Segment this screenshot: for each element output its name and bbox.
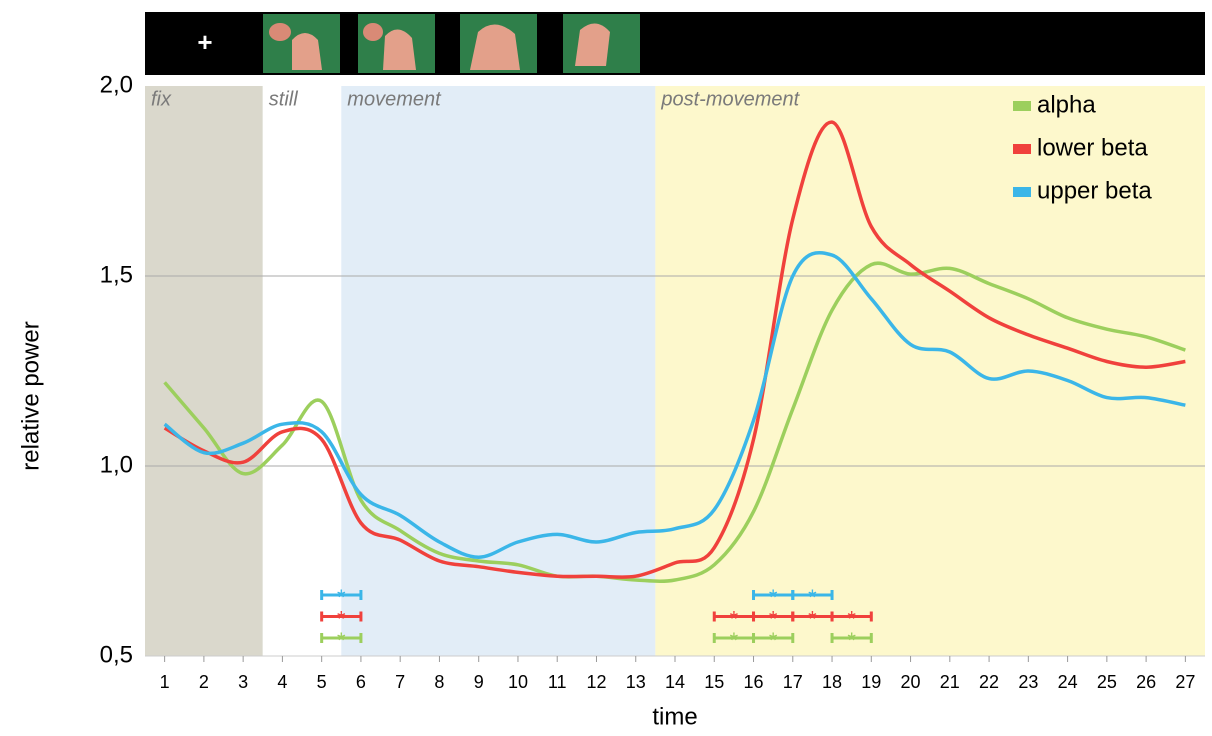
series-line	[163, 251, 1186, 559]
legend-swatch	[1013, 144, 1031, 154]
y-tick-label: 2,0	[100, 71, 133, 98]
x-tick-label: 25	[1097, 672, 1117, 692]
region-label: post-movement	[660, 88, 800, 110]
significance-star: *	[769, 585, 778, 610]
x-tick-label: 6	[356, 672, 366, 692]
significance-star: *	[730, 606, 739, 631]
x-tick-label: 5	[317, 672, 327, 692]
significance-star: *	[769, 628, 778, 653]
region	[655, 86, 1205, 656]
significance-star: *	[808, 585, 817, 610]
series-line	[163, 261, 1186, 584]
significance-star: *	[847, 606, 856, 631]
x-tick-label: 10	[508, 672, 528, 692]
legend-swatch	[1013, 187, 1031, 197]
significance-star: *	[337, 606, 346, 631]
legend-label: lower beta	[1037, 134, 1148, 161]
x-tick-label: 9	[474, 672, 484, 692]
x-tick-label: 19	[861, 672, 881, 692]
x-tick-label: 16	[744, 672, 764, 692]
x-tick-label: 15	[704, 672, 724, 692]
x-tick-label: 20	[901, 672, 921, 692]
x-tick-label: 21	[940, 672, 960, 692]
x-tick-label: 22	[979, 672, 999, 692]
x-tick-label: 4	[277, 672, 287, 692]
region-label: fix	[151, 88, 172, 110]
region	[145, 86, 263, 656]
significance-star: *	[337, 585, 346, 610]
y-axis-label: relative power	[17, 321, 44, 470]
fixation-cross: +	[197, 27, 212, 57]
x-tick-label: 8	[434, 672, 444, 692]
significance-star: *	[769, 606, 778, 631]
x-tick-label: 26	[1136, 672, 1156, 692]
legend-label: upper beta	[1037, 177, 1152, 204]
x-tick-label: 1	[160, 672, 170, 692]
region-label: movement	[347, 88, 442, 110]
x-tick-label: 12	[586, 672, 606, 692]
region-label: still	[269, 88, 298, 110]
x-tick-label: 24	[1058, 672, 1078, 692]
region	[262, 86, 342, 656]
legend-label: alpha	[1037, 91, 1096, 118]
y-tick-label: 1,0	[100, 451, 133, 478]
x-tick-label: 7	[395, 672, 405, 692]
x-tick-label: 23	[1018, 672, 1038, 692]
legend-swatch	[1013, 101, 1031, 111]
x-tick-label: 14	[665, 672, 685, 692]
significance-star: *	[337, 628, 346, 653]
y-tick-label: 0,5	[100, 641, 133, 668]
significance-star: *	[730, 628, 739, 653]
x-tick-label: 17	[783, 672, 803, 692]
significance-star: *	[847, 628, 856, 653]
x-tick-label: 18	[822, 672, 842, 692]
x-tick-label: 27	[1175, 672, 1195, 692]
significance-star: *	[808, 606, 817, 631]
x-tick-label: 11	[548, 672, 567, 692]
y-tick-label: 1,5	[100, 261, 133, 288]
series-line	[163, 120, 1186, 579]
stimulus-photos	[263, 14, 640, 73]
x-tick-label: 13	[626, 672, 646, 692]
x-tick-label: 2	[199, 672, 209, 692]
x-tick-label: 3	[238, 672, 248, 692]
x-axis-label: time	[652, 703, 697, 730]
